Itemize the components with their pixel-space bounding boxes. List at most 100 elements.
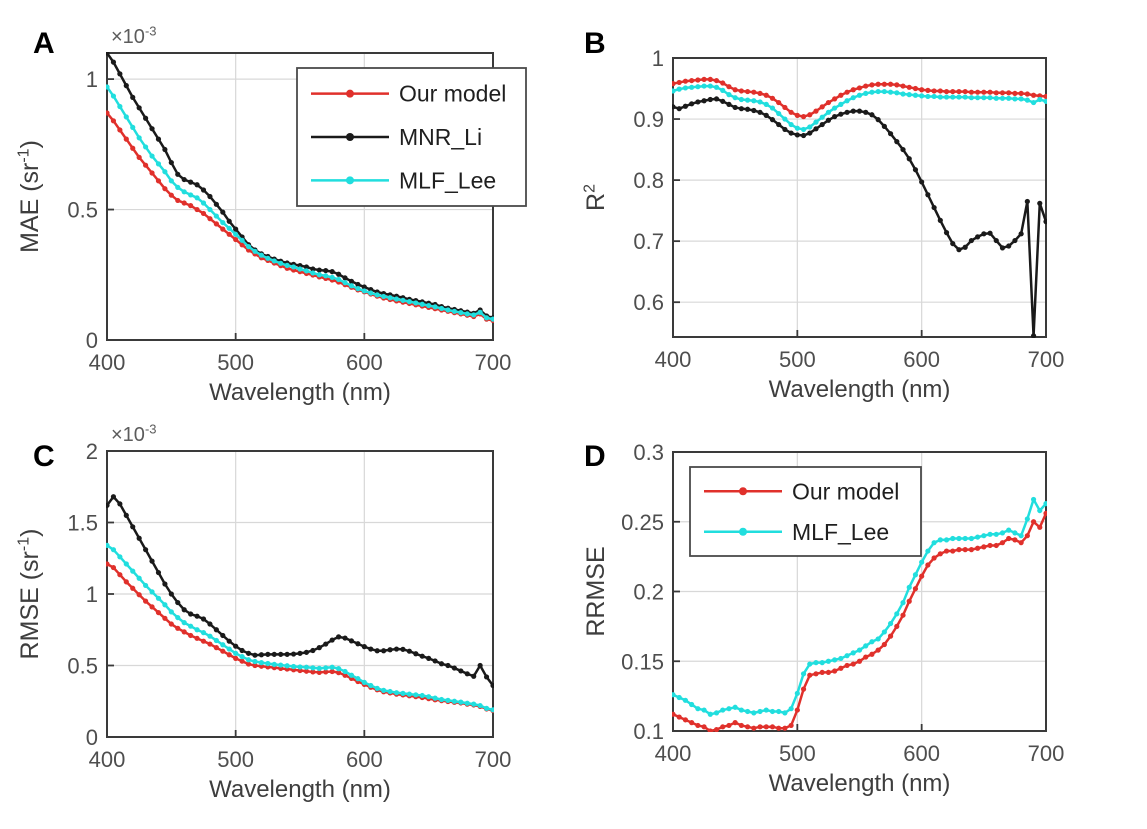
x-axis-label: Wavelength (nm): [769, 376, 951, 403]
y-tick-label: 1.5: [67, 511, 98, 536]
x-tick-label: 400: [89, 350, 126, 375]
panel-C: 400 500 600 700 0 0.5 1 1.5 2 Wavelength (nm) RMSE…: [16, 421, 512, 803]
plot-area: [106, 52, 494, 324]
legend-label: Our model: [399, 81, 506, 107]
series-mlf-lee: [106, 542, 494, 713]
panel-D: 400 500 600 700 0.1 0.15 0.2 0.25 0.3 Wavelength …: [582, 440, 1064, 797]
x-tick-label: 600: [346, 747, 383, 772]
panel-letter-D: D: [584, 440, 606, 473]
y-axis-label: MAE (sr-1): [16, 140, 45, 253]
series-mnr-li: [672, 96, 1047, 338]
x-tick-label: 700: [475, 747, 512, 772]
x-tick-label: 600: [903, 347, 940, 372]
x-tick-label: 700: [1028, 347, 1065, 372]
x-tick-label: 600: [346, 350, 383, 375]
series-mlf-lee-markers: [106, 84, 494, 322]
panel-letter-A: A: [33, 27, 55, 60]
y-tick-label: 1: [652, 46, 664, 71]
series-mlf-lee-markers: [106, 542, 494, 713]
legend-label: MLF_Lee: [792, 519, 889, 545]
panel-letter-B: B: [584, 27, 606, 60]
legend-label: MLF_Lee: [399, 167, 496, 193]
x-axis-label: Wavelength (nm): [209, 379, 391, 406]
y-tick-label: 1: [86, 67, 98, 92]
plot-area: [672, 496, 1047, 732]
y-tick-label: 0.5: [67, 654, 98, 679]
y-axis-multiplier: ×10-3: [111, 23, 157, 48]
series-mlf-lee-line: [106, 544, 494, 712]
y-axis-label: R2: [582, 184, 611, 211]
series-mnr-li-line: [672, 97, 1047, 338]
y-tick-label: 0.2: [633, 580, 664, 605]
series-mlf-lee: [106, 84, 494, 322]
plot-area: [672, 76, 1047, 338]
y-tick-label: 0: [86, 725, 98, 750]
legend-entry-mnr-li: MNR_Li: [311, 124, 482, 150]
legend-entry-our-model: Our model: [311, 81, 506, 107]
x-tick-label: 600: [903, 741, 940, 766]
x-tick-label: 400: [655, 741, 692, 766]
y-tick-label: 0.6: [633, 290, 664, 315]
series-mlf-lee-markers: [672, 83, 1047, 133]
x-tick-label: 700: [1028, 741, 1065, 766]
series-our-model-markers: [672, 510, 1047, 732]
y-tick-label: 0.15: [621, 649, 664, 674]
y-tick-label: 0.7: [633, 229, 664, 254]
legend: Our model MNR_Li MLF_Lee: [296, 67, 527, 207]
legend-marker: [346, 89, 354, 98]
series-mnr-li-markers: [672, 96, 1047, 338]
series-mnr-li-line: [106, 495, 494, 687]
legend-box: [689, 466, 922, 557]
y-tick-label: 0.9: [633, 107, 664, 132]
grid: [107, 451, 493, 737]
series-mnr-li-markers: [106, 494, 494, 689]
y-tick-label: 0.1: [633, 719, 664, 744]
y-axis-label: RRMSE: [582, 546, 610, 636]
legend-marker: [346, 176, 354, 185]
x-tick-label: 500: [779, 741, 816, 766]
series-mlf-lee-markers: [672, 496, 1047, 717]
series-mlf-lee: [672, 83, 1047, 133]
y-tick-label: 2: [86, 439, 98, 464]
x-tick-label: 500: [779, 347, 816, 372]
y-tick-label: 0.8: [633, 168, 664, 193]
x-axis-label: Wavelength (nm): [769, 770, 951, 797]
legend-entry-mlf-lee: MLF_Lee: [311, 167, 496, 193]
y-tick-label: 0.5: [67, 198, 98, 223]
y-axis-label: RMSE (sr-1): [16, 529, 45, 660]
x-tick-label: 500: [217, 747, 254, 772]
axes-frame: [106, 450, 494, 738]
legend-marker: [739, 487, 747, 496]
series-our-model: [672, 76, 1047, 120]
series-our-model: [672, 510, 1047, 732]
legend-entry-our-model: Our model: [704, 478, 899, 504]
legend-label: Our model: [792, 478, 899, 504]
series-mlf-lee: [672, 496, 1047, 717]
panel-letter-C: C: [33, 440, 55, 473]
series-our-model-markers: [672, 76, 1047, 120]
grid: [673, 58, 1046, 337]
x-tick-label: 400: [89, 747, 126, 772]
y-tick-label: 0: [86, 328, 98, 353]
legend-marker: [346, 133, 354, 141]
x-axis-label: Wavelength (nm): [209, 776, 391, 803]
y-axis-multiplier: ×10-3: [111, 421, 157, 446]
x-tick-label: 400: [655, 347, 692, 372]
panel-A: 400 500 600 700 0 0.5 1 Wavelength (nm) MAE (sr-…: [16, 23, 527, 406]
axes-frame: [672, 451, 1047, 732]
plot-area: [106, 494, 494, 714]
x-tick-label: 500: [217, 350, 254, 375]
x-tick-label: 700: [475, 350, 512, 375]
y-tick-label: 1: [86, 582, 98, 607]
y-tick-label: 0.3: [633, 440, 664, 465]
axes-frame: [672, 57, 1047, 338]
legend-label: MNR_Li: [399, 124, 482, 150]
legend-marker: [739, 527, 747, 536]
legend: Our model MLF_Lee: [689, 466, 922, 557]
legend-entry-mlf-lee: MLF_Lee: [704, 519, 889, 545]
series-mnr-li: [106, 494, 494, 689]
y-tick-label: 0.25: [621, 510, 664, 535]
panel-B: 400 500 600 700 0.6 0.7 0.8 0.9 1 Wavelength (nm)…: [582, 27, 1065, 403]
